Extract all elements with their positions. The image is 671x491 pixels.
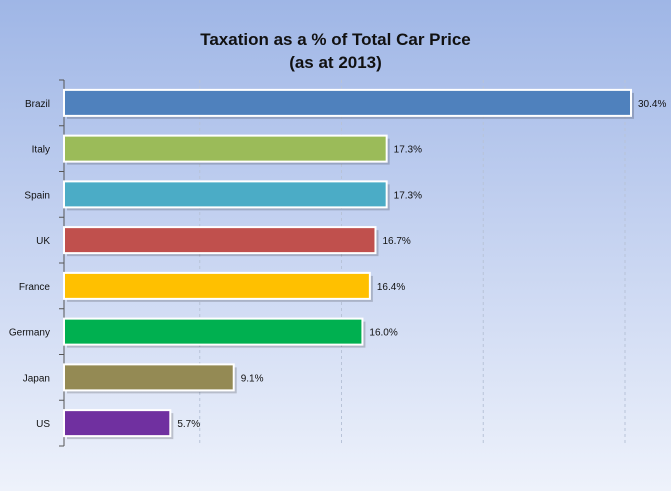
category-label-spain: Spain: [24, 190, 50, 201]
chart-subtitle: (as at 2013): [289, 53, 382, 72]
value-label-germany: 16.0%: [369, 328, 397, 339]
value-label-japan: 9.1%: [241, 373, 264, 384]
value-label-brazil: 30.4%: [638, 99, 666, 110]
value-label-spain: 17.3%: [394, 190, 422, 201]
bar-uk: [63, 226, 377, 255]
category-label-us: US: [36, 419, 50, 430]
bar-italy: [63, 134, 388, 163]
bar-us: [63, 409, 172, 438]
bar-brazil: [63, 88, 632, 117]
category-label-uk: UK: [36, 236, 50, 247]
value-label-italy: 17.3%: [394, 145, 422, 156]
chart-title: Taxation as a % of Total Car Price: [200, 30, 471, 49]
bar-japan: [63, 363, 235, 392]
bar-france: [63, 271, 371, 300]
bar-spain: [63, 180, 388, 209]
value-label-us: 5.7%: [177, 419, 200, 430]
category-label-italy: Italy: [32, 145, 50, 156]
category-label-france: France: [19, 282, 51, 293]
bar-germany: [63, 317, 364, 346]
category-label-japan: Japan: [23, 373, 50, 384]
category-label-germany: Germany: [9, 328, 50, 339]
value-label-france: 16.4%: [377, 282, 405, 293]
category-label-brazil: Brazil: [25, 99, 50, 110]
value-label-uk: 16.7%: [382, 236, 410, 247]
